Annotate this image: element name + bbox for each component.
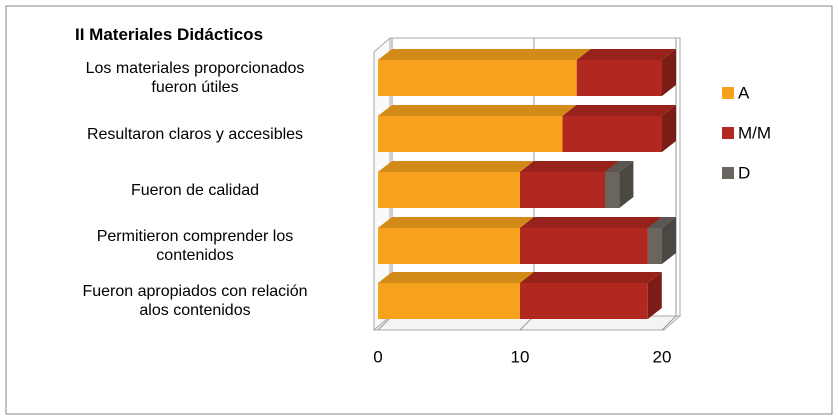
- bar-top: [378, 49, 591, 60]
- legend-swatch: [722, 167, 734, 179]
- legend-swatch: [722, 87, 734, 99]
- y-tick-label: Los materiales proporcionados fueron úti…: [85, 60, 305, 96]
- bar-top: [562, 105, 676, 116]
- bar: [562, 116, 662, 152]
- bar-side: [647, 272, 662, 319]
- bar: [520, 172, 606, 208]
- bar-top: [520, 272, 662, 283]
- bar-top: [647, 217, 676, 228]
- legend-label: D: [738, 163, 750, 182]
- bar-side: [662, 49, 676, 96]
- bar: [378, 60, 577, 96]
- bar-top: [520, 161, 620, 172]
- bar: [520, 228, 648, 264]
- x-tick-label: 0: [373, 347, 382, 366]
- bar-side: [619, 161, 634, 208]
- bar: [378, 283, 520, 319]
- bar: [605, 172, 620, 208]
- chart-title: II Materiales Didácticos: [75, 25, 264, 44]
- y-tick-label: Resultaron claros y accesibles: [86, 125, 304, 143]
- y-tick-label: Permitieron comprender los contenidos: [96, 228, 294, 264]
- bar: [378, 116, 563, 152]
- legend-label: A: [738, 83, 750, 102]
- bar-top: [576, 49, 676, 60]
- bar-top: [605, 161, 634, 172]
- bar-side: [662, 217, 676, 264]
- bar-top: [378, 161, 534, 172]
- legend-swatch: [722, 127, 734, 139]
- bar-top: [378, 105, 577, 116]
- bar: [378, 172, 520, 208]
- bar: [520, 283, 648, 319]
- x-tick-label: 10: [511, 347, 530, 366]
- y-tick-label: Fueron apropiados con relación alos cont…: [82, 283, 308, 319]
- bar-side: [662, 105, 676, 152]
- bar: [647, 228, 662, 264]
- bar-top: [520, 217, 662, 228]
- bar-top: [378, 217, 534, 228]
- legend-label: M/M: [738, 123, 771, 142]
- bar-top: [378, 272, 534, 283]
- x-tick-label: 20: [653, 347, 672, 366]
- bar: [576, 60, 662, 96]
- bar: [378, 228, 520, 264]
- y-tick-label: Fueron de calidad: [130, 181, 260, 199]
- grid-floor: [661, 315, 677, 331]
